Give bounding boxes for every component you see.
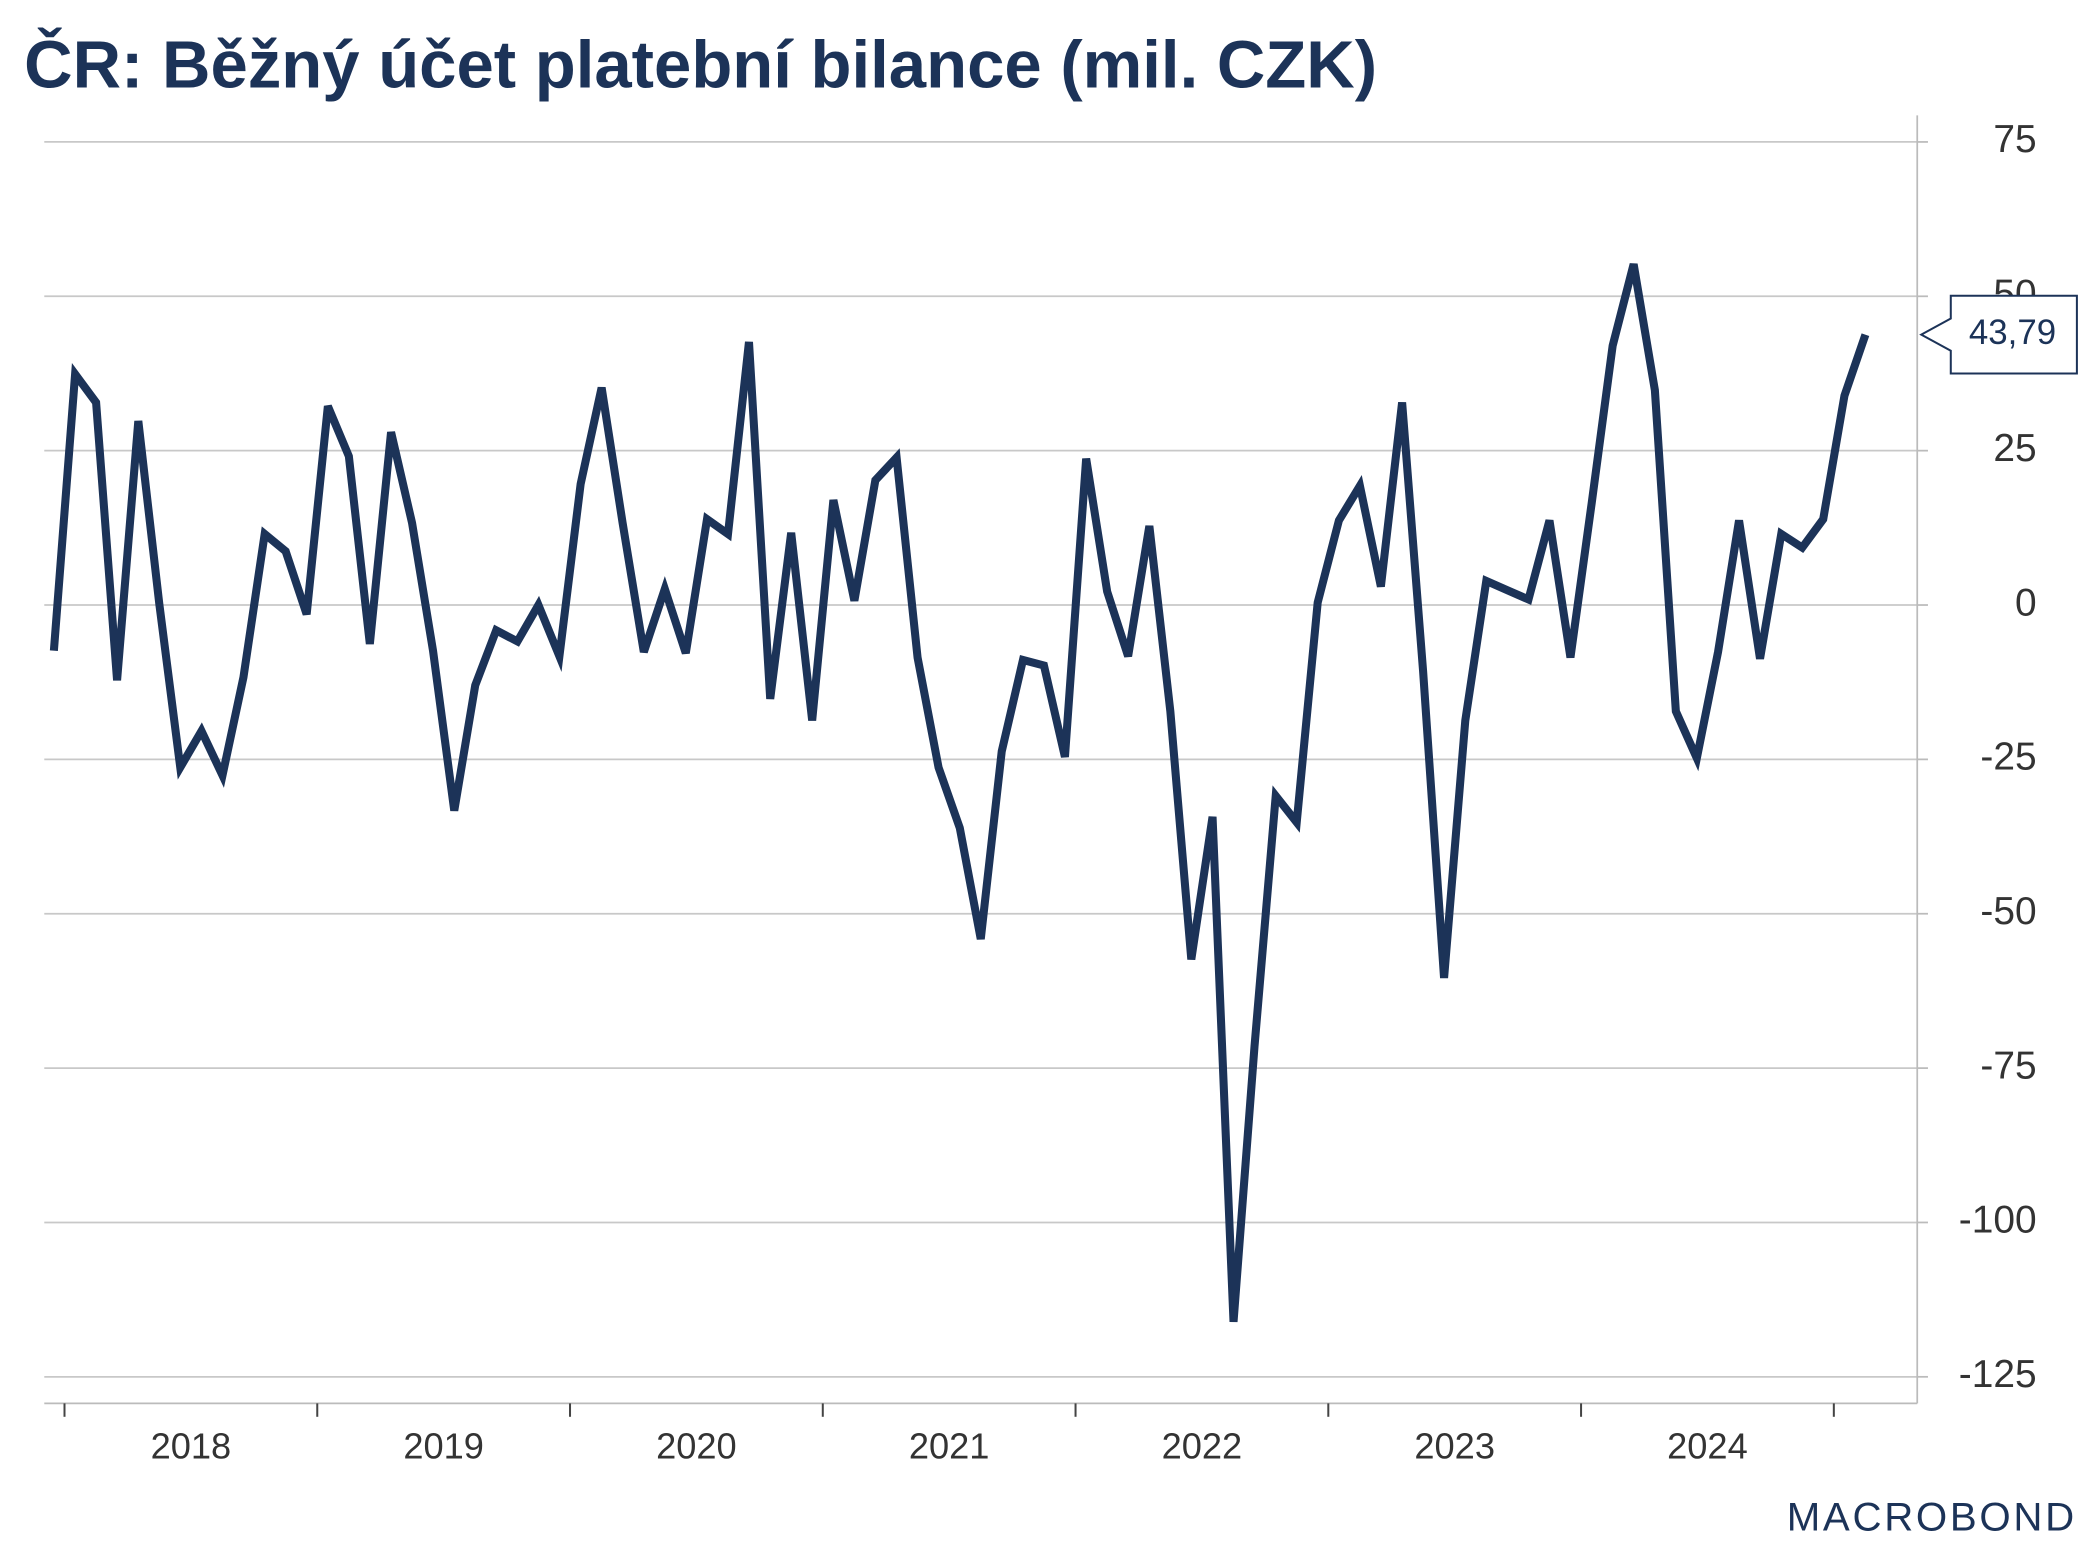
data-line <box>49 263 1870 1323</box>
x-tick-label: 2021 <box>909 1426 990 1467</box>
value-label: 43,79 <box>1969 313 2056 352</box>
x-tick-label: 2024 <box>1667 1426 1748 1467</box>
y-tick-label: -50 <box>1980 890 2036 933</box>
y-tick-label: -75 <box>1980 1044 2036 1087</box>
y-tick-label: 25 <box>1993 427 2036 470</box>
y-tick-label: -25 <box>1980 736 2036 779</box>
x-tick-label: 2018 <box>151 1426 232 1467</box>
x-tick-label: 2023 <box>1414 1426 1495 1467</box>
y-tick-label: -100 <box>1959 1199 2037 1242</box>
y-tick-label: -125 <box>1959 1353 2037 1396</box>
chart-title: ČR: Běžný účet platební bilance (mil. CZ… <box>24 27 1377 102</box>
x-tick-label: 2022 <box>1162 1426 1243 1467</box>
source-logo: MACROBOND <box>1787 1495 2077 1540</box>
x-tick-label: 2020 <box>656 1426 737 1467</box>
x-tick-label: 2019 <box>403 1426 484 1467</box>
value-callout <box>1919 294 2078 375</box>
y-tick-label: 75 <box>1993 118 2036 161</box>
y-tick-label: 0 <box>2015 581 2037 624</box>
